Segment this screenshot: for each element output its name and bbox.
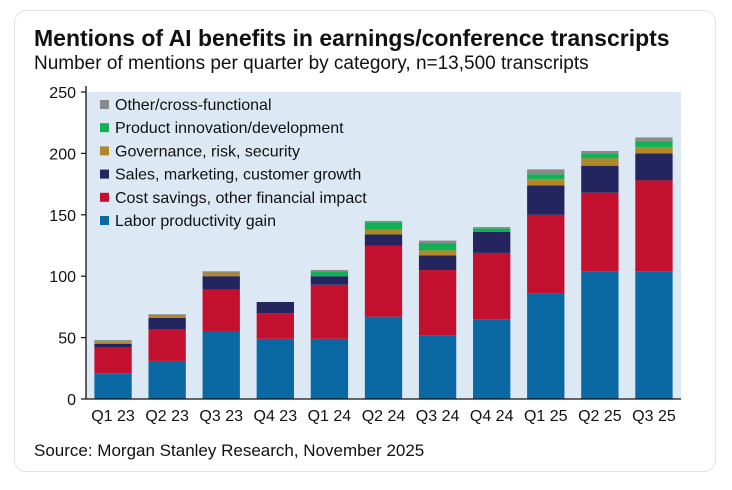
bar-segment-8-2 xyxy=(527,185,565,215)
legend-label: Sales, marketing, customer growth xyxy=(115,167,361,184)
bar-segment-6-5 xyxy=(418,240,457,244)
bar-segment-9-0 xyxy=(581,271,619,399)
bar-segment-0-0 xyxy=(94,373,132,399)
bar-segment-0-5 xyxy=(94,340,132,342)
bar-segment-5-3 xyxy=(364,229,403,235)
legend-label: Other/cross-functional xyxy=(115,97,272,114)
bar-segment-3-0 xyxy=(256,338,294,399)
bar-segment-2-5 xyxy=(202,271,240,273)
bar-segment-7-4 xyxy=(473,228,511,232)
bar-segment-3-2 xyxy=(256,301,294,314)
legend-swatch xyxy=(100,192,109,202)
x-tick-label: Q1 23 xyxy=(91,408,135,425)
bar-segment-10-5 xyxy=(635,137,673,142)
bar-segment-5-1 xyxy=(364,245,403,317)
bar-segment-7-5 xyxy=(473,227,511,229)
bar-segment-0-2 xyxy=(94,343,132,348)
bar-segment-9-2 xyxy=(581,165,619,193)
bar-segment-9-4 xyxy=(581,153,619,159)
bar-segment-7-1 xyxy=(473,252,511,320)
bar-segment-0-3 xyxy=(94,341,132,344)
x-tick-label: Q2 23 xyxy=(145,408,189,425)
y-tick-label: 50 xyxy=(58,331,76,348)
bar-segment-10-3 xyxy=(635,147,673,154)
x-tick-label: Q1 25 xyxy=(524,408,568,425)
bar-segment-1-5 xyxy=(148,314,186,316)
bar-segment-0-1 xyxy=(94,347,132,374)
bar-segment-4-5 xyxy=(310,270,349,272)
bar-segment-6-2 xyxy=(418,255,457,271)
legend-swatch xyxy=(100,169,109,179)
legend-label: Product innovation/development xyxy=(115,120,344,137)
x-tick-label: Q3 24 xyxy=(416,408,460,425)
x-tick-label: Q4 24 xyxy=(470,408,514,425)
bar-segment-2-2 xyxy=(202,276,240,290)
x-tick-label: Q3 25 xyxy=(632,408,676,425)
bar-segment-4-4 xyxy=(310,271,349,277)
bar-segment-5-4 xyxy=(364,222,403,230)
bar-segment-7-0 xyxy=(473,319,511,399)
bar-segment-4-2 xyxy=(310,276,349,285)
bar-segment-2-1 xyxy=(202,289,240,332)
y-tick-label: 100 xyxy=(49,269,76,286)
legend-swatch xyxy=(100,100,109,109)
bar-segment-6-4 xyxy=(418,243,457,251)
y-tick-label: 250 xyxy=(49,85,76,102)
bar-segment-1-1 xyxy=(148,329,186,361)
bar-segment-10-1 xyxy=(635,180,673,272)
chart-subtitle: Number of mentions per quarter by catego… xyxy=(34,53,589,74)
bar-segment-2-0 xyxy=(202,331,240,399)
bar-segment-2-3 xyxy=(202,272,240,277)
chart-source: Source: Morgan Stanley Research, Novembe… xyxy=(34,441,425,460)
bar-segment-1-0 xyxy=(148,360,186,399)
x-tick-label: Q2 24 xyxy=(362,408,406,425)
bar-segment-3-1 xyxy=(256,313,294,339)
bar-segment-1-2 xyxy=(148,317,186,330)
bar-segment-5-2 xyxy=(364,234,403,246)
chart-title: Mentions of AI benefits in earnings/conf… xyxy=(34,25,670,51)
bar-segment-4-1 xyxy=(310,284,349,339)
legend-swatch xyxy=(100,146,109,156)
bar-segment-1-3 xyxy=(148,315,186,318)
bar-segment-8-3 xyxy=(527,179,565,186)
x-tick-label: Q3 23 xyxy=(199,408,243,425)
legend-label: Cost savings, other financial impact xyxy=(115,190,367,207)
bar-segment-9-5 xyxy=(581,150,619,154)
bar-segment-5-0 xyxy=(364,316,403,399)
bar-segment-4-0 xyxy=(310,338,349,399)
y-tick-label: 150 xyxy=(49,208,76,225)
legend-swatch xyxy=(100,216,109,225)
bar-segment-9-3 xyxy=(581,158,619,166)
y-tick-label: 0 xyxy=(67,392,76,409)
legend-label: Governance, risk, security xyxy=(115,143,300,160)
bar-segment-8-4 xyxy=(527,174,565,180)
bar-segment-10-2 xyxy=(635,153,673,181)
bar-segment-6-1 xyxy=(418,270,457,336)
x-tick-label: Q1 24 xyxy=(308,408,352,425)
legend-label: Labor productivity gain xyxy=(115,213,276,230)
x-tick-label: Q4 23 xyxy=(254,408,298,425)
bar-segment-9-1 xyxy=(581,192,619,272)
y-tick-label: 200 xyxy=(49,146,76,163)
bar-segment-10-4 xyxy=(635,141,673,148)
bar-segment-5-5 xyxy=(364,220,403,223)
bar-segment-7-2 xyxy=(473,231,511,253)
bar-segment-6-3 xyxy=(418,250,457,256)
legend-swatch xyxy=(100,123,109,133)
bar-segment-6-0 xyxy=(418,335,457,399)
bar-segment-8-5 xyxy=(527,169,565,175)
x-tick-label: Q2 25 xyxy=(578,408,622,425)
bar-segment-8-0 xyxy=(527,293,565,399)
bar-segment-10-0 xyxy=(635,271,673,399)
bar-segment-8-1 xyxy=(527,214,565,294)
